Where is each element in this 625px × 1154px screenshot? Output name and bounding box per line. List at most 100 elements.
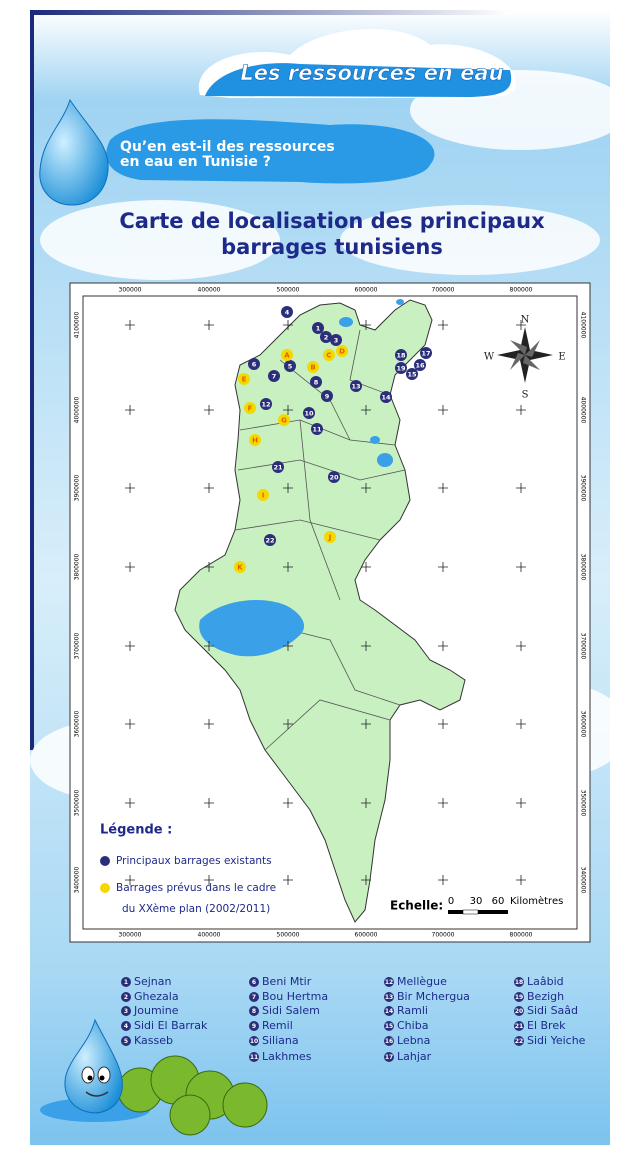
planned-dam (278, 414, 290, 426)
x-coord-label: 800000 (510, 932, 533, 939)
grid-cross (204, 875, 214, 885)
x-coord-label: 300000 (119, 287, 142, 294)
dam-list-number: 22 (515, 1038, 523, 1045)
grid-cross (283, 405, 293, 415)
dam-list-number: 12 (385, 979, 393, 986)
planned-dam-label: K (237, 564, 243, 572)
scale-tick: 60 (492, 896, 505, 907)
dam-list-number: 11 (250, 1054, 258, 1061)
y-coord-label: 3700000 (74, 632, 81, 659)
planned-dam (249, 434, 261, 446)
dam-list-bullet (514, 1006, 524, 1016)
grid-cross (516, 405, 526, 415)
dam-list-name: Lahjar (397, 1050, 432, 1063)
dam-list-bullet (121, 1006, 131, 1016)
grid-cross (125, 562, 135, 572)
existing-dam-label: 2 (324, 334, 329, 342)
planned-dam-label: G (281, 417, 287, 425)
legend-swatch (100, 856, 110, 866)
existing-dam (303, 407, 315, 419)
grid-cross (125, 483, 135, 493)
planned-dam-label: I (262, 492, 265, 500)
grid-cross (361, 641, 371, 651)
existing-dam (312, 322, 324, 334)
planned-dam-label: A (284, 352, 290, 360)
dam-list-bullet (384, 977, 394, 987)
x-coord-label: 500000 (277, 932, 300, 939)
dam-list-bullet (514, 977, 524, 987)
dam-list-name: Remil (262, 1019, 293, 1032)
existing-dam-label: 12 (261, 401, 270, 409)
existing-dam (395, 362, 407, 374)
dam-list-name: Bir Mchergua (397, 990, 470, 1003)
grid-cross (204, 405, 214, 415)
planned-dam-label: J (328, 534, 332, 542)
scale-tick: 30 (470, 896, 483, 907)
y-coord-label: 3900000 (74, 474, 81, 501)
existing-dam-label: 16 (415, 362, 425, 370)
existing-dam (320, 331, 332, 343)
dam-list-bullet (384, 1052, 394, 1062)
compass-e: E (558, 352, 565, 363)
dam-list-name: Chiba (397, 1019, 428, 1032)
x-coord-label: 700000 (432, 287, 455, 294)
y-coord-label: 3700000 (580, 633, 587, 660)
x-coord-label: 800000 (510, 287, 533, 294)
existing-dam (272, 461, 284, 473)
existing-dam-label: 10 (304, 410, 314, 418)
y-coord-label: 3400000 (74, 866, 81, 893)
dam-list-number: 13 (385, 994, 393, 1001)
grid-cross (283, 562, 293, 572)
dam-list-name: Siliana (262, 1034, 299, 1047)
dam-list-bullet (121, 977, 131, 987)
y-coord-label: 3900000 (580, 475, 587, 502)
grid-cross (438, 875, 448, 885)
planned-dam-label: F (248, 405, 253, 413)
dam-list-number: 10 (250, 1038, 258, 1045)
planned-dam-label: H (252, 437, 258, 445)
dam-list-name: Beni Mtir (262, 975, 312, 988)
existing-dam-label: 20 (329, 474, 339, 482)
map-title: Carte de localisation des principaux (119, 209, 545, 233)
grid-cross (283, 875, 293, 885)
existing-dam (310, 376, 322, 388)
grid-cross (204, 719, 214, 729)
dam-list-name: Sidi Saâd (527, 1004, 578, 1017)
y-coord-label: 3600000 (580, 711, 587, 738)
grid-cross (125, 875, 135, 885)
question-line: en eau en Tunisie ? (120, 154, 271, 170)
existing-dam-label: 21 (273, 464, 283, 472)
compass-s: S (522, 390, 529, 401)
scale-unit: Kilomètres (510, 895, 563, 907)
dam-list-number: 1 (124, 979, 128, 986)
existing-dam (350, 380, 362, 392)
planned-dam-label: B (310, 364, 315, 372)
existing-dam-label: 7 (272, 373, 277, 381)
grid-cross (204, 483, 214, 493)
grid-cross (361, 320, 371, 330)
dam-list-name: Mellègue (397, 975, 447, 988)
y-coord-label: 3800000 (580, 554, 587, 581)
grid-cross (438, 798, 448, 808)
dam-list-number: 14 (385, 1008, 393, 1015)
dam-list-bullet (121, 1036, 131, 1046)
existing-dam-label: 8 (314, 379, 319, 387)
planned-dam (244, 402, 256, 414)
existing-dam-label: 4 (285, 309, 290, 317)
grid-cross (361, 562, 371, 572)
grid-cross (516, 875, 526, 885)
title-band (205, 63, 512, 97)
scale-label: Echelle: (390, 899, 443, 913)
grid-cross (283, 320, 293, 330)
mascot (40, 1018, 268, 1136)
x-coord-label: 700000 (432, 932, 455, 939)
y-coord-label: 3600000 (74, 710, 81, 737)
planned-dam-label: E (242, 376, 247, 384)
question-line: Qu’en est-il des ressources (120, 139, 335, 155)
grid-cross (204, 798, 214, 808)
grid-cross (283, 641, 293, 651)
existing-dam (260, 398, 272, 410)
grid-cross (283, 719, 293, 729)
x-coord-label: 600000 (355, 932, 378, 939)
dam-list-name: Sejnan (134, 975, 172, 988)
